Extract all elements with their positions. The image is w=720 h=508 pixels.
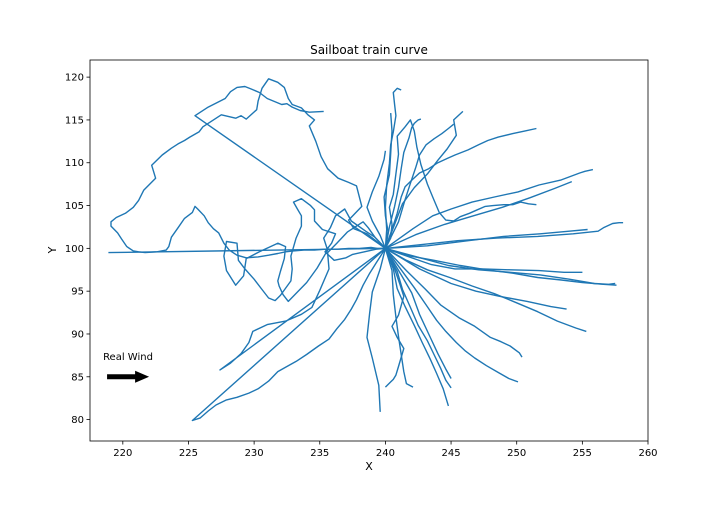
y-tick-label: 100 <box>65 244 84 255</box>
trajectory-line-26 <box>366 248 387 412</box>
trajectory-line-25 <box>384 248 414 388</box>
x-axis-label: X <box>365 460 373 473</box>
arrow-head <box>135 370 150 383</box>
trajectory-line-21 <box>384 247 519 383</box>
trajectory-line-7 <box>384 119 537 249</box>
trajectory-line-4 <box>108 247 386 254</box>
trajectory-line-13 <box>385 221 624 250</box>
trajectory-line-14 <box>385 228 588 250</box>
x-tick-label: 245 <box>442 448 461 459</box>
y-tick-label: 110 <box>65 158 84 169</box>
y-axis-label: Y <box>46 246 59 254</box>
y-tick-label: 120 <box>65 73 84 84</box>
trajectory-line-3 <box>194 85 386 249</box>
plot-frame <box>89 59 649 442</box>
trajectory-line-18 <box>385 247 587 333</box>
x-tick-label: 255 <box>573 448 592 459</box>
trajectory-line-17 <box>385 247 583 273</box>
x-tick-label: 240 <box>376 448 395 459</box>
trajectory-line-23 <box>384 248 452 389</box>
trajectory-line-28 <box>384 118 422 249</box>
x-tick-label: 225 <box>179 448 198 459</box>
y-tick-label: 105 <box>65 201 84 212</box>
y-tick-label: 95 <box>71 287 84 298</box>
real-wind-label: Real Wind <box>103 352 153 363</box>
trajectory-line-6 <box>191 247 386 422</box>
y-tick-label: 85 <box>71 372 84 383</box>
trajectory-line-20 <box>384 247 523 358</box>
trajectory-line-11 <box>384 168 594 249</box>
x-tick-label: 260 <box>638 448 657 459</box>
x-axis-ticks: 220 225 230 235 240 245 250 255 260 <box>113 441 658 459</box>
trajectory-line-24 <box>384 248 450 407</box>
trajectory-line-2 <box>110 78 386 259</box>
chart-title: Sailboat train curve <box>310 43 428 57</box>
y-tick-label: 80 <box>71 415 84 426</box>
trajectory-line-30 <box>383 113 393 249</box>
x-tick-label: 220 <box>113 448 132 459</box>
trajectory-line-12 <box>385 180 573 250</box>
y-axis-ticks: 80 85 90 95 100 105 110 115 120 <box>65 73 90 426</box>
x-tick-label: 235 <box>310 448 329 459</box>
trajectory-line-27 <box>384 248 405 388</box>
series-lines <box>108 78 624 422</box>
trajectory-line-22 <box>384 248 452 379</box>
y-tick-label: 90 <box>71 329 84 340</box>
x-tick-label: 230 <box>245 448 264 459</box>
trajectory-line-9 <box>384 110 464 249</box>
trajectory-line-1 <box>223 197 386 303</box>
trajectory-line-8 <box>384 127 537 249</box>
trajectory-line-19 <box>385 247 567 310</box>
trajectory-line-10 <box>384 123 455 249</box>
y-tick-label: 115 <box>65 115 84 126</box>
real-wind-arrow <box>107 370 150 383</box>
trajectory-line-5 <box>219 221 386 371</box>
trajectory-line-31 <box>366 150 387 249</box>
x-tick-label: 250 <box>507 448 526 459</box>
trajectory-line-16 <box>385 247 616 285</box>
